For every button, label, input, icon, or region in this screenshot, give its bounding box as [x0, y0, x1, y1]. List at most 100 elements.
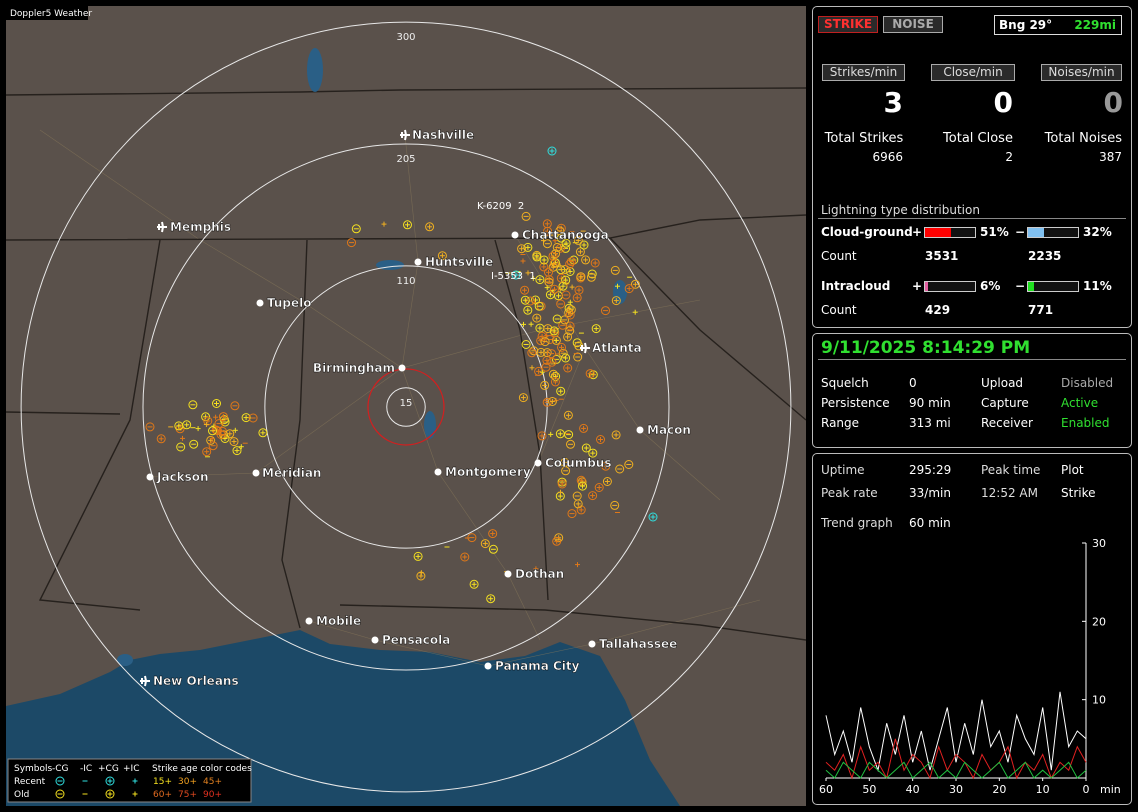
strike-symbol: [202, 447, 212, 457]
status-cell: 90 min: [909, 396, 951, 410]
strike-symbol: [578, 481, 587, 491]
x-tick-label: 20: [992, 783, 1006, 796]
strike-symbol: [550, 377, 560, 387]
strike-symbol: [542, 239, 552, 249]
strike-ring: [188, 400, 198, 410]
strike-ring: [216, 430, 226, 439]
map-layer: 15 110 205 300 K-6209 2 I-5353 1 Nashville Me…: [6, 6, 806, 806]
noise-button[interactable]: NOISE: [883, 16, 943, 33]
stats-cell: 295:29: [909, 463, 952, 477]
strike-ring: [560, 315, 570, 325]
strike-symbol: [188, 400, 198, 410]
legend-symbol: [132, 778, 138, 784]
strike-ring: [437, 251, 447, 261]
strike-symbol: [517, 244, 527, 254]
strike-symbol: [575, 562, 580, 568]
strike-ring: [460, 552, 470, 562]
strike-ring: [403, 220, 412, 230]
status-cell: Receiver: [981, 416, 1033, 430]
range-ring-label: 300: [396, 32, 415, 43]
strike-symbol: [347, 238, 356, 248]
x-tick-label: 0: [1083, 783, 1090, 796]
strike-ring: [573, 352, 583, 362]
strike-ring: [630, 279, 640, 289]
percent-label: 11%: [1083, 279, 1112, 293]
percent-fill: [1028, 228, 1044, 237]
strike-symbol: [548, 262, 558, 272]
strike-symbol: [523, 242, 533, 252]
strike-symbol: [541, 362, 551, 372]
strike-ring: [520, 295, 530, 305]
trend-graph: 10 20 30 60 50 40 30 20 10 0 min: [819, 537, 1121, 796]
strike-symbol: [591, 324, 601, 334]
strike-ring: [590, 258, 600, 268]
strike-ring: [347, 238, 356, 248]
strike-symbol: [534, 301, 544, 311]
strike-symbol: [156, 434, 166, 444]
strike-symbol: [229, 437, 239, 447]
strike-symbol: [558, 320, 568, 330]
strike-symbol: [214, 419, 224, 429]
city-dot: [398, 364, 406, 372]
strike-ring: [541, 362, 551, 372]
strike-ring: [532, 313, 542, 323]
airport-icon: [140, 675, 150, 687]
strike-symbol: [203, 422, 209, 427]
strike-symbol: [533, 566, 539, 572]
sign: +: [912, 225, 923, 239]
strike-ring: [202, 447, 212, 457]
strike-symbol: [561, 275, 571, 285]
x-tick-label: 30: [949, 783, 963, 796]
strike-ring: [551, 354, 561, 364]
strike-ring: [480, 539, 490, 549]
strike-symbol: [437, 251, 447, 261]
strike-ring: [586, 272, 596, 282]
x-tick-label: 60: [819, 783, 833, 796]
status-cell: Persistence: [821, 396, 890, 410]
divider: [818, 218, 1126, 219]
status-cell: Range: [821, 416, 860, 430]
x-tick-label: 10: [1036, 783, 1050, 796]
y-tick-label: 10: [1092, 694, 1106, 707]
strike-symbol: [565, 310, 575, 320]
strike-symbol: [180, 435, 185, 441]
strike-ring: [561, 238, 571, 248]
strike-symbol: [539, 369, 545, 375]
legend-header: -CG: [52, 764, 69, 774]
strike-ring: [556, 386, 566, 396]
strike-symbol: [189, 439, 199, 449]
strike-symbol: [588, 491, 598, 501]
strike-ring: [601, 461, 611, 471]
strike-ring: [550, 284, 559, 294]
strike-ring: [539, 262, 549, 272]
range-rings: 15 110 205 300: [20, 21, 792, 793]
strike-symbol: [552, 314, 562, 324]
percent-bar: [1027, 281, 1079, 292]
city-dot: [434, 468, 442, 476]
strike-ring: [544, 277, 554, 287]
strike-ring: [624, 284, 634, 294]
strike-symbol: [590, 258, 600, 268]
strike-symbol: [581, 255, 591, 265]
legend-ring: [105, 789, 115, 799]
legend-age: 45+: [203, 777, 222, 787]
strike-ring: [556, 233, 566, 243]
strike-button[interactable]: STRIKE: [818, 16, 878, 33]
strike-ring: [544, 267, 553, 277]
strike-ring: [566, 305, 576, 315]
x-tick-label: 50: [862, 783, 876, 796]
strike-ring: [579, 240, 589, 250]
bearing: Bng 29°: [999, 18, 1053, 32]
city-dot: [504, 570, 512, 578]
strike-symbol: [521, 321, 526, 327]
strike-ring: [469, 579, 479, 589]
strike-ring: [232, 446, 242, 456]
strike-ring: [565, 267, 575, 276]
stats-cell: 33/min: [909, 486, 951, 500]
strike-symbol: [543, 324, 553, 334]
strike-ring: [591, 324, 601, 334]
legend-age: 90+: [203, 790, 222, 800]
strike-symbol: [208, 441, 218, 451]
legend-symbol: [105, 776, 115, 786]
count-value: 771: [1028, 303, 1054, 317]
